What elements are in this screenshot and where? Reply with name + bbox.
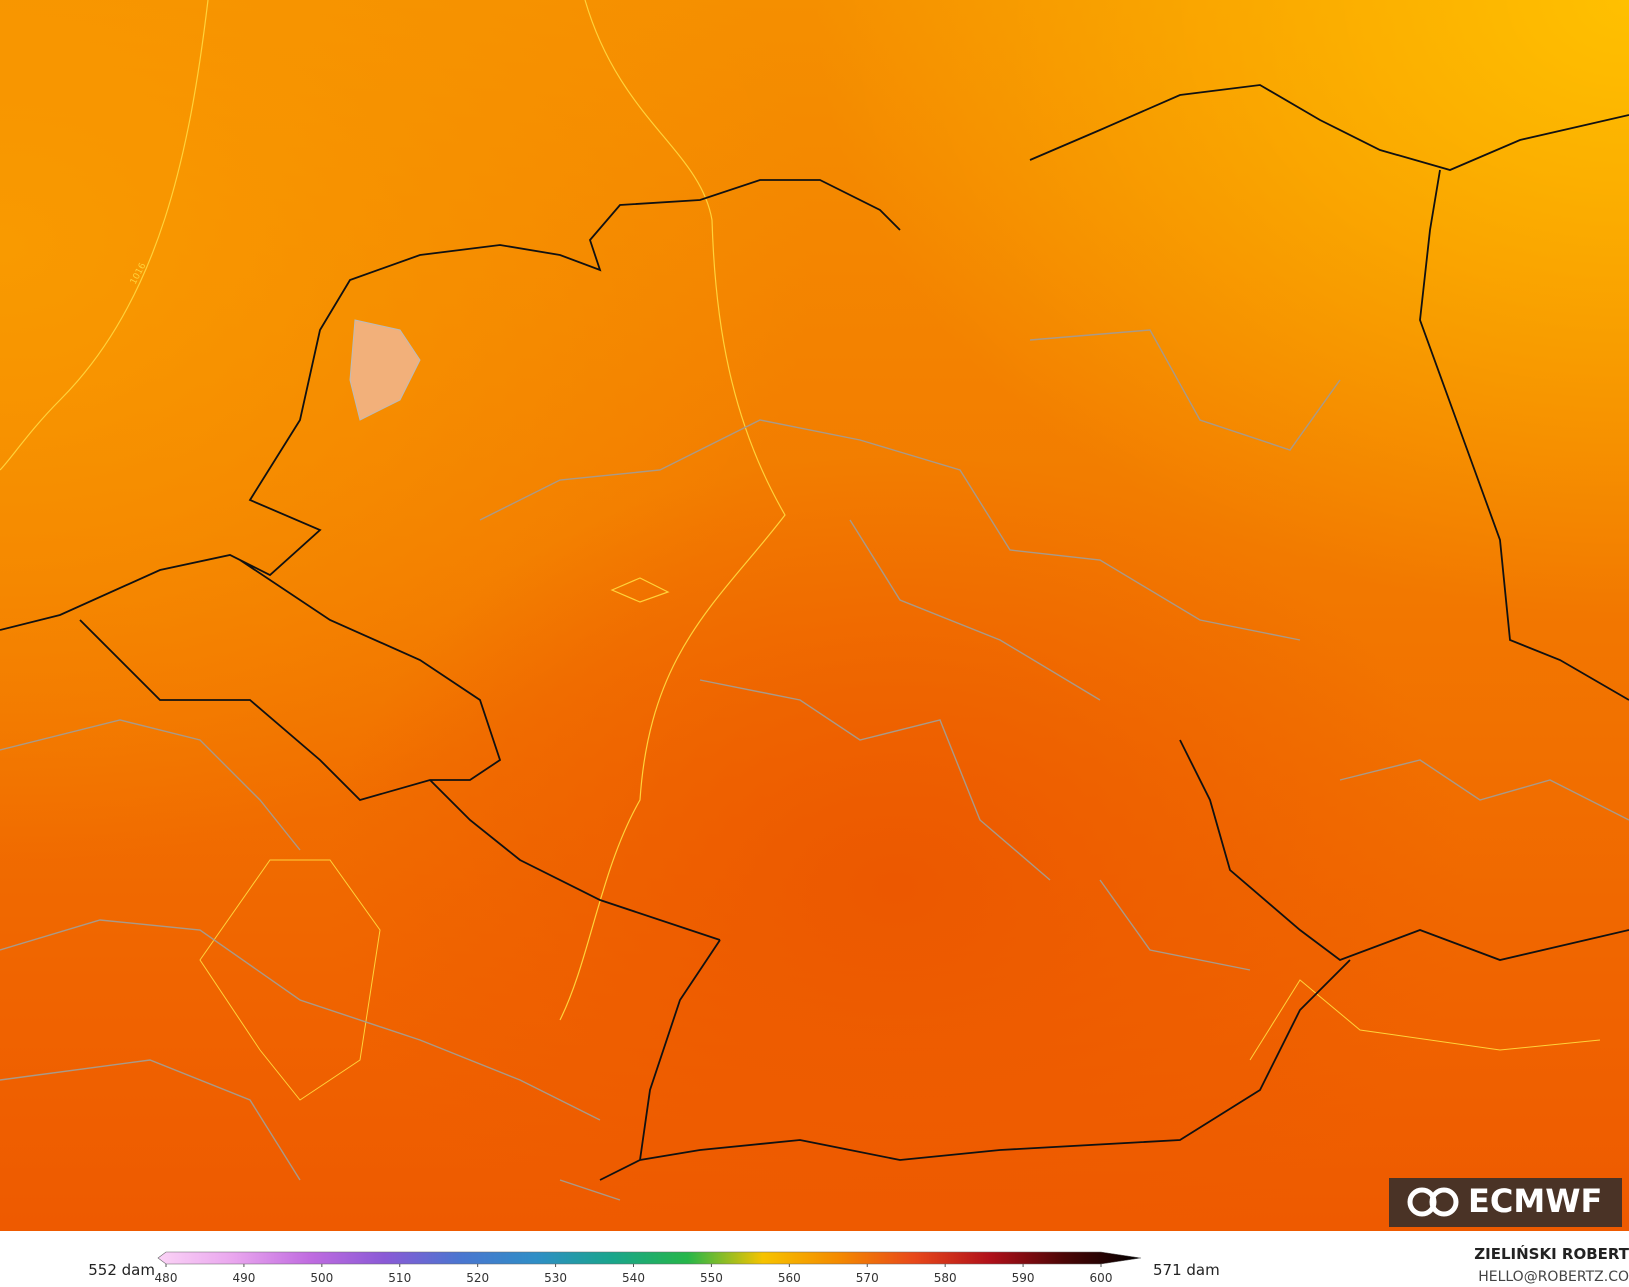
max-label: 571 dam [1153, 1261, 1220, 1279]
colorbar-tick-label: 580 [934, 1271, 957, 1285]
map: 1016 ECMWF [0, 0, 1629, 1231]
contour [610, 577, 670, 603]
lake [349, 319, 421, 421]
region-border [0, 329, 1629, 1201]
country-border [0, 84, 1629, 1181]
colorbar-tick-label: 500 [310, 1271, 333, 1285]
field [0, 0, 1629, 1231]
contour [0, 0, 209, 471]
logo-box [1389, 1178, 1622, 1227]
contour [559, 0, 786, 1021]
colorbar-tick-label: 490 [232, 1271, 255, 1285]
colorbar-tick-label: 590 [1012, 1271, 1035, 1285]
min-label: 552 dam [88, 1261, 155, 1279]
colorbar-tick-label: 550 [700, 1271, 723, 1285]
logo: ECMWF [1468, 1182, 1602, 1220]
colorbar: 480 490 500 510 520 530 540 550 560 570 580 590 600 [155, 1251, 1142, 1285]
colorbar-tick-label: 480 [155, 1271, 178, 1285]
colorbar-tick-label: 520 [466, 1271, 489, 1285]
colorbar-tick-label: 600 [1090, 1271, 1113, 1285]
colorbar-tick-label: 570 [856, 1271, 879, 1285]
logo-icon [1407, 1187, 1459, 1217]
colorbar-tick-label: 530 [544, 1271, 567, 1285]
author: ZIELIŃSKI ROBERT [1474, 1244, 1629, 1263]
contact: HELLO@ROBERTZ.CO [1478, 1269, 1629, 1285]
colorbar-tick-label: 510 [388, 1271, 411, 1285]
contour [199, 859, 1601, 1101]
colorbar-bar [157, 1251, 1142, 1265]
colorbar-tick-label: 540 [622, 1271, 645, 1285]
colorbar-tick-label: 560 [778, 1271, 801, 1285]
